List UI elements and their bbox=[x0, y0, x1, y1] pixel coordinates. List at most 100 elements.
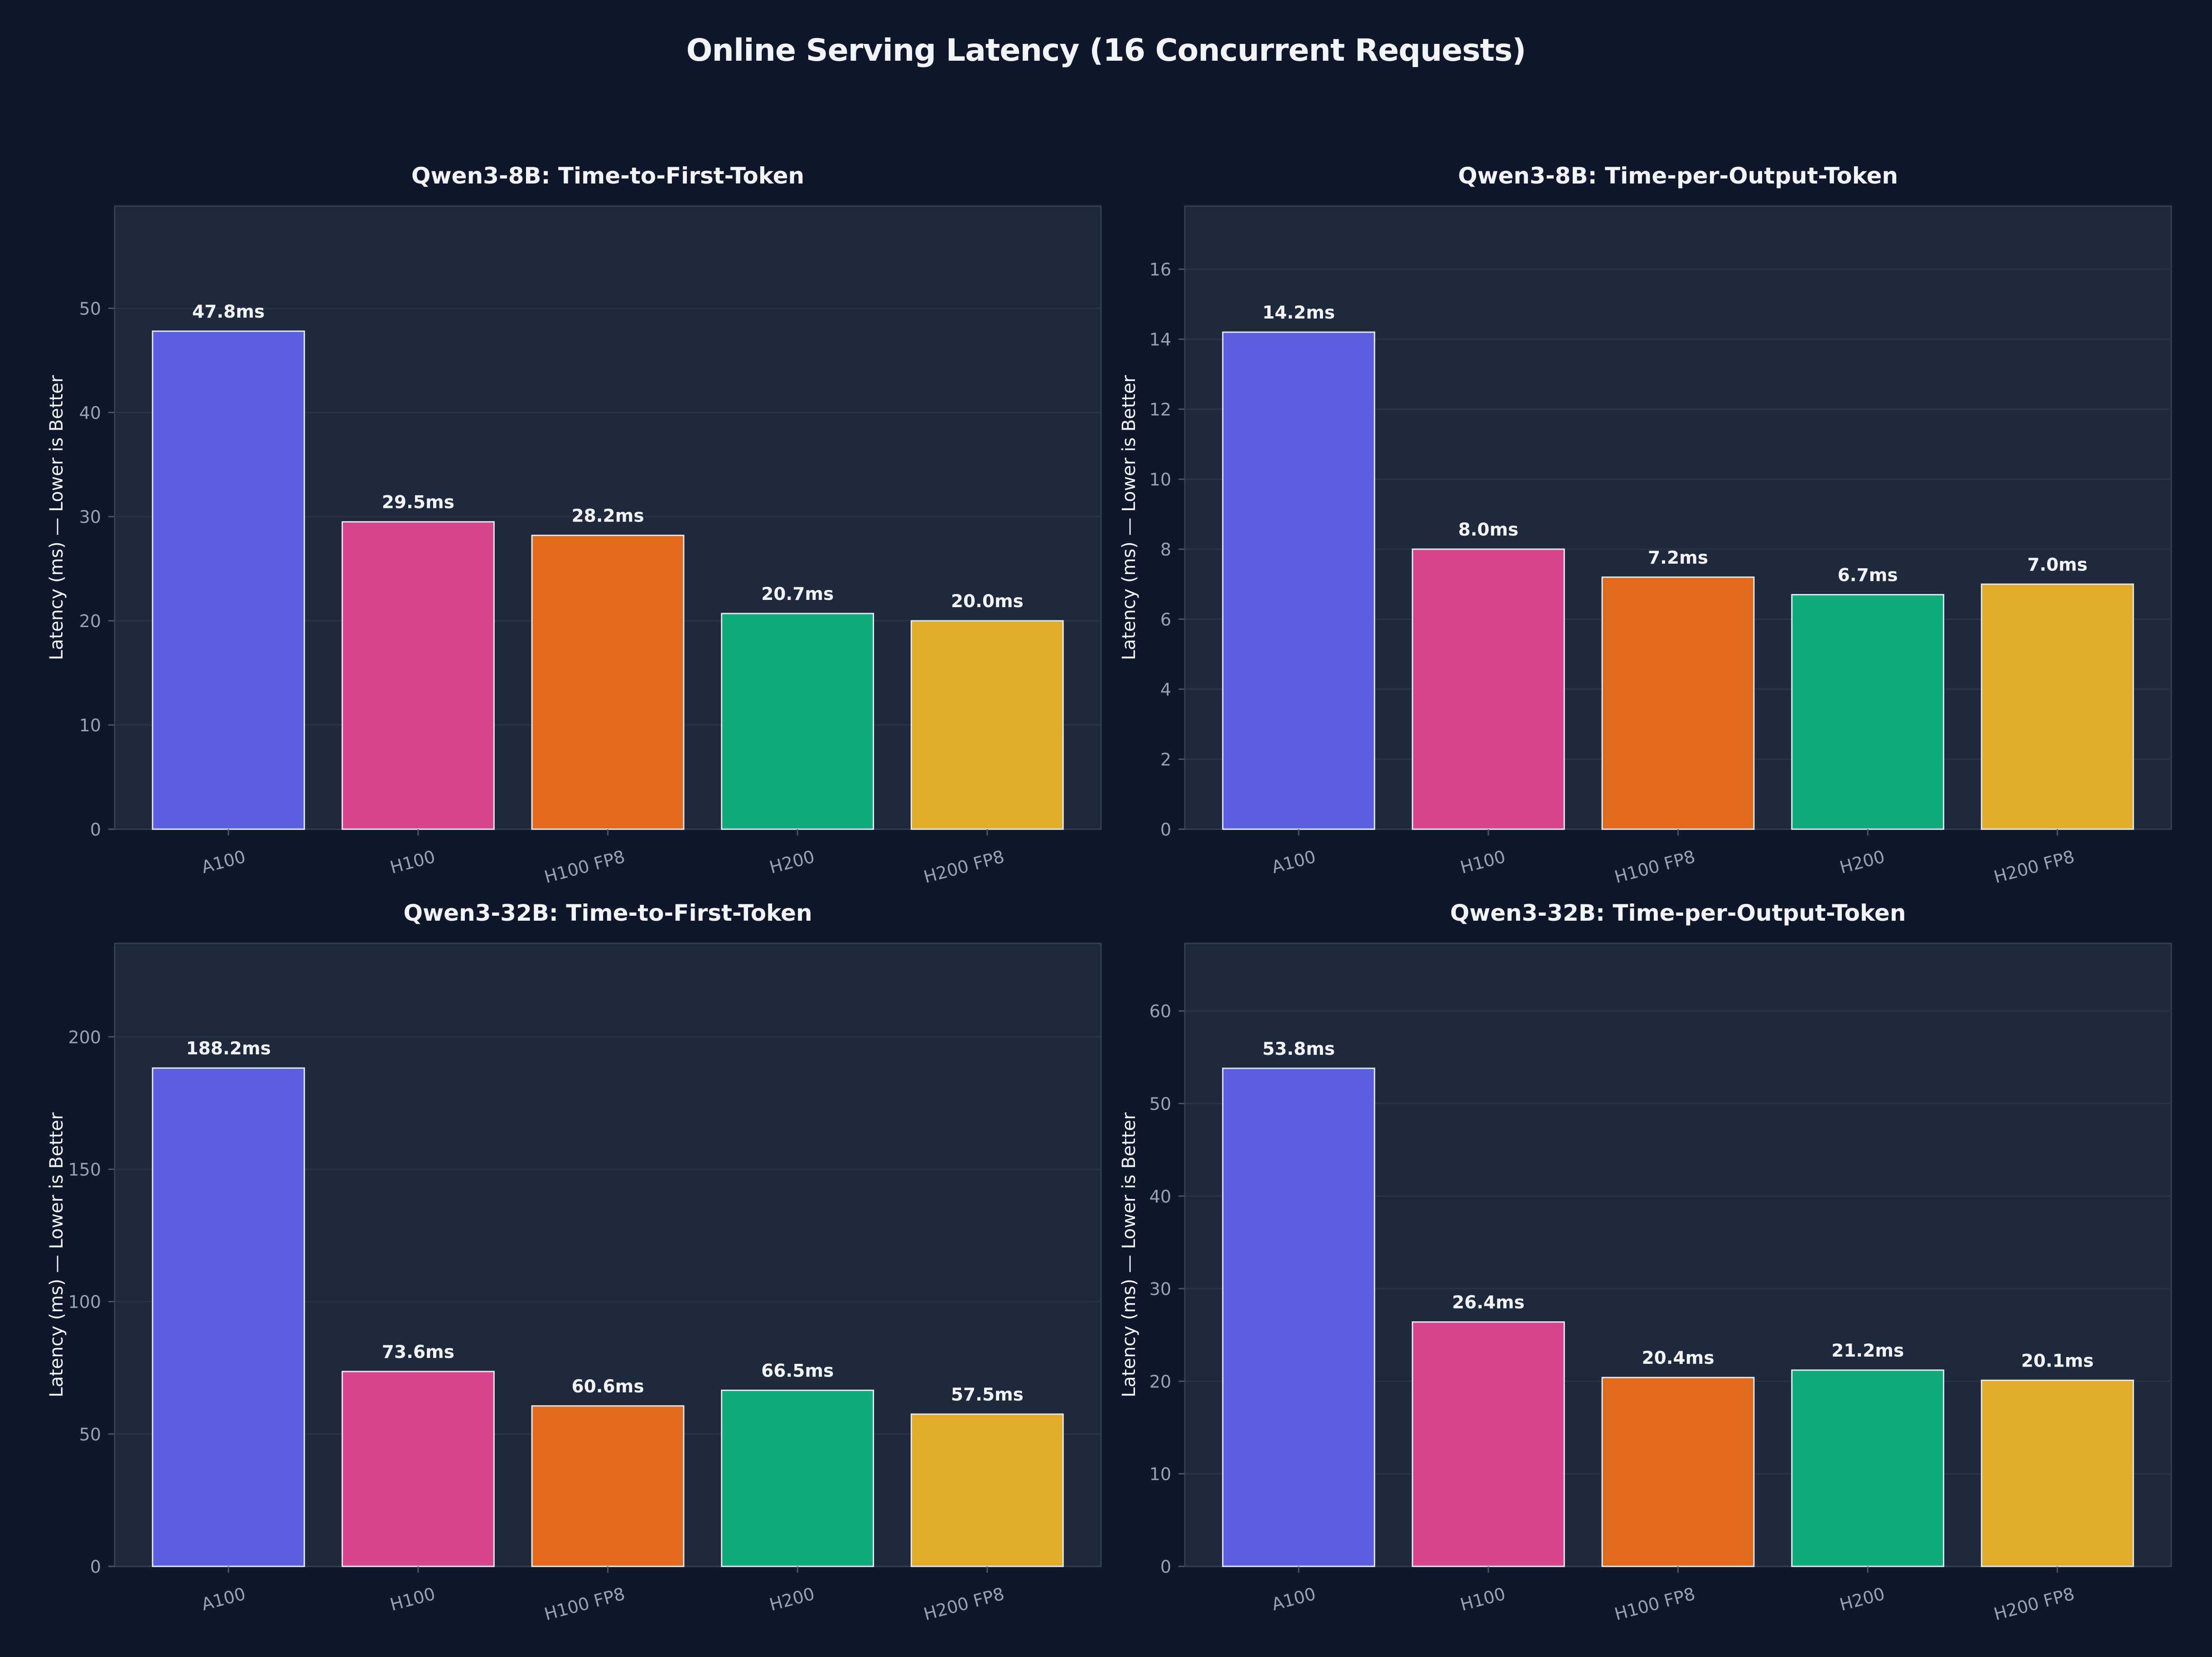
bar-a100 bbox=[1222, 1068, 1376, 1567]
bar-h100-fp8 bbox=[1601, 576, 1755, 830]
y-tick-label: 30 bbox=[1149, 1279, 1171, 1299]
x-tick-label: H100 bbox=[1458, 846, 1507, 878]
y-tick-label: 50 bbox=[79, 1425, 101, 1444]
x-tick-label: H200 FP8 bbox=[1992, 846, 2077, 887]
y-tick-label: 4 bbox=[1160, 680, 1171, 700]
x-tick-label: H200 bbox=[1837, 846, 1887, 878]
x-tick-label: H100 bbox=[1458, 1584, 1507, 1615]
y-axis-label: Latency (ms) — Lower is Better bbox=[46, 1112, 67, 1397]
bar-h100 bbox=[341, 521, 495, 830]
data-label: 7.2ms bbox=[1648, 548, 1708, 568]
x-tick-label: A100 bbox=[199, 846, 248, 877]
chart-panel-1: Qwen3-8B: Time-to-First-Token 0 10 20 30 40 50… bbox=[46, 163, 1102, 887]
bar-h100 bbox=[341, 1371, 495, 1567]
y-tick-label: 10 bbox=[1149, 1464, 1171, 1484]
x-tick-label: H200 bbox=[767, 1584, 816, 1615]
y-tick-label: 0 bbox=[90, 1557, 101, 1577]
y-tick-label: 20 bbox=[79, 611, 101, 631]
y-tick-label: 10 bbox=[79, 715, 101, 735]
y-tick-label: 150 bbox=[68, 1159, 101, 1179]
data-label: 20.4ms bbox=[1642, 1348, 1714, 1368]
y-tick-label: 16 bbox=[1149, 260, 1171, 280]
x-tick-label: H200 bbox=[767, 846, 816, 878]
data-label: 28.2ms bbox=[571, 506, 644, 527]
figure-title: Online Serving Latency (16 Concurrent Re… bbox=[686, 33, 1526, 68]
bar-h200 bbox=[1791, 594, 1945, 830]
bar-h200-fp8 bbox=[1980, 583, 2134, 830]
data-label: 60.6ms bbox=[571, 1377, 644, 1397]
y-tick-label: 20 bbox=[1149, 1372, 1171, 1391]
chart-panel-3: Qwen3-32B: Time-to-First-Token 0 50 100 150 2… bbox=[46, 900, 1102, 1624]
x-tick-label: H100 bbox=[388, 1584, 437, 1615]
data-label: 66.5ms bbox=[761, 1361, 834, 1381]
y-tick-label: 60 bbox=[1149, 1001, 1171, 1021]
y-axis-label: Latency (ms) — Lower is Better bbox=[46, 375, 67, 660]
y-tick-label: 6 bbox=[1160, 610, 1171, 630]
y-tick-label: 50 bbox=[1149, 1094, 1171, 1114]
y-tick-label: 30 bbox=[79, 507, 101, 527]
bar-h200 bbox=[1791, 1369, 1945, 1567]
chart-panel-4: Qwen3-32B: Time-per-Output-Token 0 10 20 30 4… bbox=[1119, 900, 2172, 1624]
y-tick-label: 2 bbox=[1160, 750, 1171, 770]
x-tick-label: H100 FP8 bbox=[542, 1584, 627, 1624]
bar-h100-fp8 bbox=[531, 535, 685, 830]
y-tick-label: 10 bbox=[1149, 470, 1171, 490]
bar-h200-fp8 bbox=[1980, 1379, 2134, 1567]
y-tick-label: 40 bbox=[79, 403, 101, 423]
y-tick-label: 100 bbox=[68, 1292, 101, 1312]
x-tick-label: H100 FP8 bbox=[1613, 1584, 1697, 1624]
y-tick-label: 8 bbox=[1160, 540, 1171, 560]
y-tick-label: 0 bbox=[1160, 820, 1171, 840]
x-tick-label: H200 FP8 bbox=[1992, 1584, 2077, 1624]
x-tick-label: A100 bbox=[1270, 1584, 1318, 1614]
y-axis-label: Latency (ms) — Lower is Better bbox=[1119, 1112, 1140, 1397]
data-label: 73.6ms bbox=[382, 1342, 454, 1362]
y-tick-label: 200 bbox=[68, 1027, 101, 1047]
y-tick-label: 12 bbox=[1149, 400, 1171, 420]
y-tick-label: 0 bbox=[1160, 1557, 1171, 1577]
bar-h100-fp8 bbox=[1601, 1377, 1755, 1567]
data-label: 26.4ms bbox=[1452, 1293, 1525, 1313]
bar-h200 bbox=[721, 1389, 874, 1567]
data-label: 53.8ms bbox=[1262, 1039, 1335, 1059]
chart-title: Qwen3-32B: Time-to-First-Token bbox=[403, 900, 812, 926]
data-label: 21.2ms bbox=[1831, 1341, 1904, 1361]
y-tick-label: 14 bbox=[1149, 330, 1171, 350]
x-tick-label: A100 bbox=[199, 1584, 248, 1614]
y-tick-label: 50 bbox=[79, 299, 101, 319]
y-tick-label: 40 bbox=[1149, 1187, 1171, 1207]
data-label: 29.5ms bbox=[382, 493, 454, 513]
bar-h200-fp8 bbox=[910, 1413, 1064, 1567]
x-tick-label: H200 FP8 bbox=[922, 846, 1006, 887]
x-tick-label: H100 FP8 bbox=[1613, 846, 1697, 887]
data-label: 47.8ms bbox=[192, 302, 265, 322]
x-tick-label: H200 bbox=[1837, 1584, 1887, 1615]
bar-a100 bbox=[1222, 331, 1376, 830]
data-label: 8.0ms bbox=[1458, 520, 1518, 540]
bar-h200-fp8 bbox=[910, 620, 1064, 830]
data-label: 6.7ms bbox=[1838, 565, 1898, 585]
x-tick-label: H100 FP8 bbox=[542, 846, 627, 887]
bar-h200 bbox=[721, 613, 874, 830]
chart-title: Qwen3-8B: Time-to-First-Token bbox=[411, 163, 804, 189]
bar-h100-fp8 bbox=[531, 1405, 685, 1567]
data-label: 188.2ms bbox=[186, 1039, 271, 1059]
data-label: 14.2ms bbox=[1262, 303, 1335, 323]
data-label: 20.1ms bbox=[2021, 1351, 2094, 1371]
bar-a100 bbox=[152, 330, 305, 830]
bar-a100 bbox=[152, 1067, 305, 1567]
y-axis-label: Latency (ms) — Lower is Better bbox=[1119, 375, 1140, 660]
x-tick-label: H100 bbox=[388, 846, 437, 878]
data-label: 20.7ms bbox=[761, 584, 834, 604]
chart-title: Qwen3-8B: Time-per-Output-Token bbox=[1458, 163, 1898, 189]
x-tick-label: A100 bbox=[1270, 846, 1318, 877]
chart-panel-2: Qwen3-8B: Time-per-Output-Token 0 2 4 6 8 10 12… bbox=[1119, 163, 2172, 887]
data-label: 57.5ms bbox=[951, 1385, 1024, 1405]
bar-h100 bbox=[1411, 548, 1565, 830]
data-label: 20.0ms bbox=[951, 591, 1024, 612]
x-tick-label: H200 FP8 bbox=[922, 1584, 1006, 1624]
data-label: 7.0ms bbox=[2027, 555, 2087, 575]
y-tick-label: 0 bbox=[90, 820, 101, 840]
